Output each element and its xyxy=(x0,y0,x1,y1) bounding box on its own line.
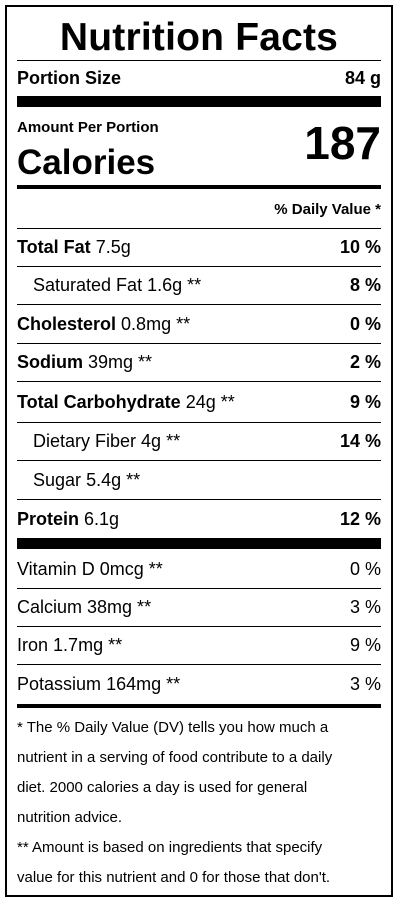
footnote-line: value for this nutrient and 0 for those … xyxy=(17,869,331,886)
calories-row: Calories 187 xyxy=(17,119,381,183)
vitamin-name: Iron xyxy=(17,635,49,655)
vitamin-dv: 3 % xyxy=(349,596,381,617)
nutrient-row-saturated-fat: Saturated Fat 1.6g ** 8 % xyxy=(17,267,381,304)
nutrient-name: Cholesterol xyxy=(17,313,117,334)
vitamin-row-vitamin-d: Vitamin D 0mcg ** 0 % xyxy=(17,551,381,587)
nutrient-name: Total Carbohydrate xyxy=(17,391,181,412)
amount-per-portion-label: Amount Per Portion xyxy=(17,118,159,136)
vitamin-dv: 9 % xyxy=(349,635,381,655)
nutrient-row-sugar: Sugar 5.4g ** xyxy=(17,461,381,499)
nutrient-amount: 4g ** xyxy=(141,431,181,451)
divider xyxy=(17,266,381,267)
nutrient-amount: 0.8mg ** xyxy=(121,313,191,334)
footnote-line: nutrition advice. xyxy=(17,809,123,826)
divider xyxy=(17,460,381,461)
nutrient-row-total-carbohydrate: Total Carbohydrate 24g ** 9 % xyxy=(17,382,381,422)
vitamin-amount: 164mg ** xyxy=(106,673,181,694)
nutrient-dv: 8 % xyxy=(349,275,381,295)
footnote-daily-value: * The % Daily Value (DV) tells you how m… xyxy=(17,713,381,893)
divider xyxy=(17,422,381,423)
vitamin-name: Calcium xyxy=(17,596,83,617)
vitamin-amount: 1.7mg ** xyxy=(53,635,123,655)
divider xyxy=(17,381,381,382)
divider xyxy=(17,588,381,589)
daily-value-header: % Daily Value * xyxy=(274,200,381,218)
nutrient-amount: 24g ** xyxy=(185,391,235,412)
daily-value-header-row: % Daily Value * xyxy=(17,196,381,222)
nutrient-dv: 10 % xyxy=(339,237,381,257)
vitamin-amount: 38mg ** xyxy=(87,596,152,617)
nutrient-name: Sodium xyxy=(17,352,83,372)
footnote-line: diet. 2000 calories a day is used for ge… xyxy=(17,779,308,796)
portion-size-value: 84 g xyxy=(344,67,381,88)
nutrient-name: Total Fat xyxy=(17,237,91,257)
nutrient-amount: 7.5g xyxy=(95,237,131,257)
vitamin-dv: 3 % xyxy=(349,673,381,694)
divider-thick xyxy=(17,96,381,107)
divider xyxy=(17,60,381,61)
vitamin-dv: 0 % xyxy=(349,558,381,579)
footnote-line: ** Amount is based on ingredients that s… xyxy=(17,839,323,856)
nutrient-row-cholesterol: Cholesterol 0.8mg ** 0 % xyxy=(17,305,381,343)
nutrient-row-sodium: Sodium 39mg ** 2 % xyxy=(17,344,381,381)
amount-per-portion: Amount Per Portion xyxy=(17,115,381,139)
nutrient-dv: 2 % xyxy=(349,352,381,372)
nutrient-name: Saturated Fat xyxy=(33,275,143,295)
footnote-line: * The % Daily Value (DV) tells you how m… xyxy=(17,719,329,736)
nutrient-name: Protein xyxy=(17,508,80,529)
divider-thick xyxy=(17,538,381,549)
divider xyxy=(17,228,381,229)
vitamin-row-calcium: Calcium 38mg ** 3 % xyxy=(17,589,381,625)
nutrient-dv: 14 % xyxy=(339,431,381,451)
portion-size-label: Portion Size xyxy=(17,67,122,88)
nutrition-label: Nutrition Facts Portion Size 84 g Amount… xyxy=(5,5,393,897)
nutrient-dv: 9 % xyxy=(349,391,381,412)
divider xyxy=(17,304,381,305)
nutrient-row-dietary-fiber: Dietary Fiber 4g ** 14 % xyxy=(17,423,381,460)
portion-size-row: Portion Size 84 g xyxy=(17,62,381,94)
divider-medium xyxy=(17,704,381,708)
nutrient-row-total-fat: Total Fat 7.5g 10 % xyxy=(17,229,381,266)
divider-medium xyxy=(17,185,381,189)
nutrient-row-protein: Protein 6.1g 12 % xyxy=(17,500,381,538)
nutrient-dv: 0 % xyxy=(349,313,381,334)
divider xyxy=(17,499,381,500)
vitamin-row-potassium: Potassium 164mg ** 3 % xyxy=(17,665,381,703)
calories-value: 187 xyxy=(304,117,381,169)
divider xyxy=(17,664,381,665)
nutrient-amount: 1.6g ** xyxy=(147,275,202,295)
calories-label: Calories xyxy=(17,143,156,182)
nutrient-amount: 5.4g ** xyxy=(86,469,141,490)
nutrient-name: Sugar xyxy=(33,469,82,490)
vitamin-amount: 0mcg ** xyxy=(99,558,163,579)
vitamin-name: Potassium xyxy=(17,673,102,694)
divider xyxy=(17,626,381,627)
nutrient-amount: 39mg ** xyxy=(88,352,153,372)
vitamin-row-iron: Iron 1.7mg ** 9 % xyxy=(17,627,381,664)
label-title: Nutrition Facts xyxy=(59,16,339,59)
footnote-line: nutrient in a serving of food contribute… xyxy=(17,749,333,766)
vitamin-name: Vitamin D xyxy=(17,558,95,579)
nutrient-amount: 6.1g xyxy=(84,508,120,529)
nutrient-dv: 12 % xyxy=(339,508,381,529)
divider xyxy=(17,343,381,344)
nutrient-name: Dietary Fiber xyxy=(33,431,137,451)
